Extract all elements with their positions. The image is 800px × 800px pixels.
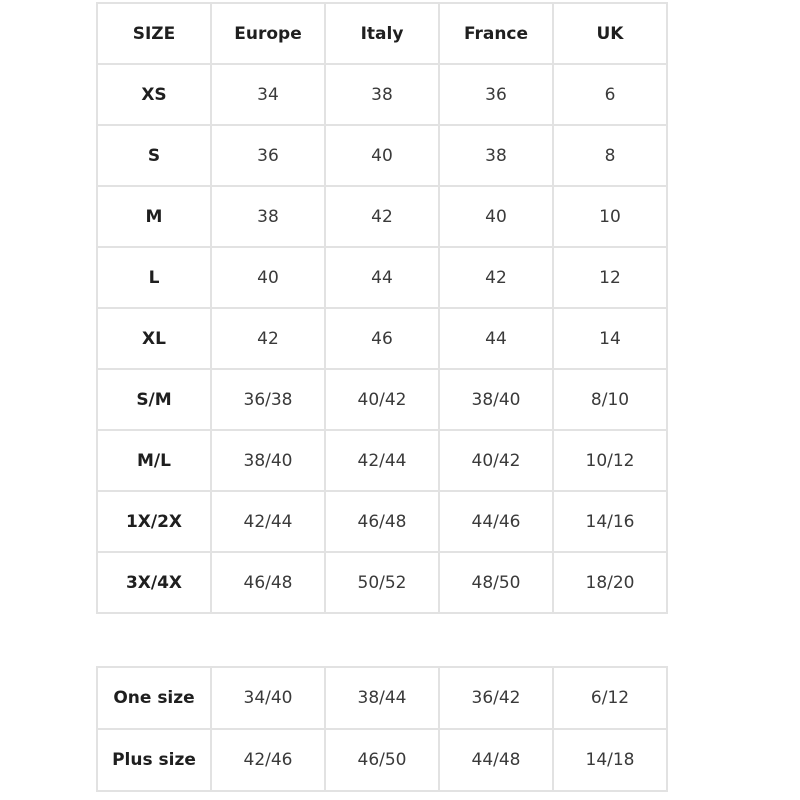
table-row: M 38 42 40 10 xyxy=(96,185,668,248)
column-header: Europe xyxy=(210,2,326,65)
size-value: 10/12 xyxy=(552,429,668,492)
size-value: 34/40 xyxy=(210,666,326,730)
size-value: 50/52 xyxy=(324,551,440,614)
size-value: 44 xyxy=(438,307,554,370)
size-value: 42 xyxy=(324,185,440,248)
size-value: 38 xyxy=(324,63,440,126)
size-value: 40/42 xyxy=(438,429,554,492)
size-value: 42 xyxy=(210,307,326,370)
size-value: 36/38 xyxy=(210,368,326,431)
size-value: 18/20 xyxy=(552,551,668,614)
size-value: 12 xyxy=(552,246,668,309)
size-value: 46/48 xyxy=(210,551,326,614)
column-header: Italy xyxy=(324,2,440,65)
size-label: 1X/2X xyxy=(96,490,212,553)
size-value: 42/44 xyxy=(324,429,440,492)
size-value: 38 xyxy=(210,185,326,248)
size-label: S xyxy=(96,124,212,187)
size-label: L xyxy=(96,246,212,309)
size-value: 38/40 xyxy=(210,429,326,492)
size-value: 44/46 xyxy=(438,490,554,553)
size-value: 6/12 xyxy=(552,666,668,730)
size-value: 38/40 xyxy=(438,368,554,431)
size-label: M xyxy=(96,185,212,248)
size-label: One size xyxy=(96,666,212,730)
size-value: 40 xyxy=(324,124,440,187)
table-row: 3X/4X 46/48 50/52 48/50 18/20 xyxy=(96,551,668,614)
size-value: 44/48 xyxy=(438,728,554,792)
size-label: XS xyxy=(96,63,212,126)
size-value: 46 xyxy=(324,307,440,370)
header-row: SIZE Europe Italy France UK xyxy=(96,2,668,65)
size-value: 36 xyxy=(210,124,326,187)
size-value: 40/42 xyxy=(324,368,440,431)
size-conversion-table: SIZE Europe Italy France UK XS 34 38 36 6 S 36 40 38 8… xyxy=(96,2,668,614)
table-row: M/L 38/40 42/44 40/42 10/12 xyxy=(96,429,668,492)
size-value: 38/44 xyxy=(324,666,440,730)
table-row: 1X/2X 42/44 46/48 44/46 14/16 xyxy=(96,490,668,553)
size-value: 46/50 xyxy=(324,728,440,792)
size-value: 44 xyxy=(324,246,440,309)
size-label: 3X/4X xyxy=(96,551,212,614)
size-value: 36 xyxy=(438,63,554,126)
size-value: 38 xyxy=(438,124,554,187)
table-row: Plus size 42/46 46/50 44/48 14/18 xyxy=(96,728,668,792)
size-label: XL xyxy=(96,307,212,370)
size-value: 10 xyxy=(552,185,668,248)
size-value: 46/48 xyxy=(324,490,440,553)
size-value: 6 xyxy=(552,63,668,126)
size-label: M/L xyxy=(96,429,212,492)
size-value: 14/16 xyxy=(552,490,668,553)
size-value: 8 xyxy=(552,124,668,187)
table-row: S/M 36/38 40/42 38/40 8/10 xyxy=(96,368,668,431)
size-label: Plus size xyxy=(96,728,212,792)
size-value: 14 xyxy=(552,307,668,370)
table-row: S 36 40 38 8 xyxy=(96,124,668,187)
size-value: 36/42 xyxy=(438,666,554,730)
size-value: 34 xyxy=(210,63,326,126)
size-label: S/M xyxy=(96,368,212,431)
size-value: 40 xyxy=(210,246,326,309)
size-value: 42 xyxy=(438,246,554,309)
table-row: XL 42 46 44 14 xyxy=(96,307,668,370)
table-row: XS 34 38 36 6 xyxy=(96,63,668,126)
table-row: One size 34/40 38/44 36/42 6/12 xyxy=(96,666,668,730)
column-header: France xyxy=(438,2,554,65)
size-value: 40 xyxy=(438,185,554,248)
column-header: SIZE xyxy=(96,2,212,65)
size-value: 14/18 xyxy=(552,728,668,792)
size-value: 42/44 xyxy=(210,490,326,553)
table-row: L 40 44 42 12 xyxy=(96,246,668,309)
size-value: 42/46 xyxy=(210,728,326,792)
size-value: 8/10 xyxy=(552,368,668,431)
size-range-table: One size 34/40 38/44 36/42 6/12 Plus size 42/4… xyxy=(96,666,668,792)
column-header: UK xyxy=(552,2,668,65)
size-value: 48/50 xyxy=(438,551,554,614)
